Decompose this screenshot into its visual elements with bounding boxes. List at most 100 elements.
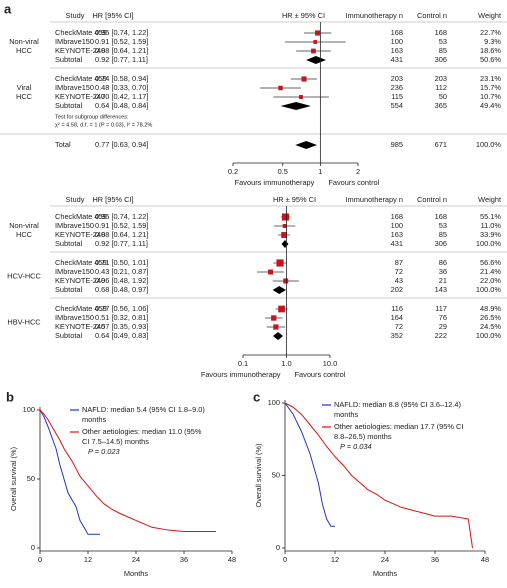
y-tick-label: 50: [27, 474, 35, 483]
study: CheckMate 459: [55, 304, 107, 313]
weight: 22.0%: [480, 276, 501, 285]
hr-marker: [278, 85, 283, 91]
weight: 56.6%: [480, 258, 501, 267]
y-tick-label: 0: [31, 543, 35, 552]
study: Subtotal: [55, 55, 82, 64]
test-note: Test for subgroup differences:: [55, 114, 129, 120]
hr-ci: 0.64 [0.49, 0.83]: [95, 331, 148, 340]
n-control: 53: [439, 221, 447, 230]
weight: 100.0%: [476, 239, 501, 248]
study: Subtotal: [55, 331, 82, 340]
study: Subtotal: [55, 101, 82, 110]
n-immuno: 72: [395, 267, 403, 276]
panel-label: a: [4, 1, 12, 16]
n-control: 203: [435, 74, 447, 83]
weight: 18.6%: [480, 46, 501, 55]
column-header: Weight: [478, 195, 501, 204]
hr-marker: [283, 278, 289, 284]
hr-ci: 0.92 [0.77, 1.11]: [95, 239, 148, 248]
x-tick-label: 0: [38, 555, 42, 564]
favours-label: Favours control: [295, 370, 346, 379]
hr-ci: 0.95 [0.74, 1.22]: [95, 28, 148, 37]
legend-text: NAFLD: median 8.8 (95% CI 3.6–12.4): [334, 400, 461, 409]
y-tick-label: 0: [276, 543, 280, 552]
summary-diamond: [306, 56, 327, 64]
summary-diamond: [273, 332, 283, 340]
group-label: HCV-HCC: [7, 271, 41, 280]
group-label: HCC: [16, 92, 33, 101]
hr-ci: 0.43 [0.21, 0.87]: [95, 267, 148, 276]
column-header: Control n: [417, 11, 447, 20]
study: IMbrave150: [55, 267, 94, 276]
x-tick-label: 48: [481, 555, 489, 564]
weight: 21.4%: [480, 267, 501, 276]
y-axis-label: Overall survival (%): [254, 443, 263, 507]
survival-curve: [284, 402, 335, 527]
study: CheckMate 459: [55, 212, 107, 221]
x-tick-label: 12: [84, 555, 92, 564]
tick-label: 1: [318, 167, 322, 176]
column-header: Study: [66, 195, 85, 204]
tick-label: 0.1: [238, 359, 248, 368]
tick-label: 0.5: [278, 167, 288, 176]
n-immuno: 236: [391, 83, 403, 92]
weight: 48.9%: [480, 304, 501, 313]
hr-ci: 0.74 [0.58, 0.94]: [95, 74, 148, 83]
p-value: P = 0.023: [88, 447, 120, 456]
weight: 33.9%: [480, 230, 501, 239]
y-axis-label: Overall survival (%): [9, 447, 18, 511]
weight: 49.4%: [480, 101, 501, 110]
hr-ci: 0.64 [0.48, 0.84]: [95, 101, 148, 110]
panel-label: b: [6, 389, 14, 404]
legend-text: NAFLD: median 5.4 (95% CI 1.8–9.0): [82, 405, 205, 414]
n-immuno: 43: [395, 276, 403, 285]
study: KEYNOTE-240: [55, 276, 105, 285]
study: CheckMate 459: [55, 258, 107, 267]
weight: 15.7%: [480, 83, 501, 92]
weight: 10.7%: [480, 92, 501, 101]
n-control: 50: [439, 92, 447, 101]
n-control: 168: [435, 212, 447, 221]
x-tick-label: 24: [381, 555, 389, 564]
weight: 50.6%: [480, 55, 501, 64]
weight: 11.0%: [481, 221, 502, 230]
hr-ci: 0.77 [0.56, 1.06]: [95, 304, 148, 313]
group-label: Viral: [17, 83, 32, 92]
weight: 26.5%: [480, 313, 501, 322]
hr-marker: [313, 40, 318, 44]
hr-marker: [311, 48, 316, 54]
hr-ci: 0.95 [0.74, 1.22]: [95, 212, 148, 221]
hr-ci: 0.68 [0.48, 0.97]: [95, 285, 148, 294]
survival-curve: [39, 409, 216, 532]
n-control: 365: [435, 101, 447, 110]
column-header: HR ± 95% CI: [273, 195, 316, 204]
n-immuno: 202: [391, 285, 403, 294]
x-tick-label: 36: [431, 555, 439, 564]
n-control: 85: [439, 46, 447, 55]
n-immuno: 554: [391, 101, 403, 110]
n-control: 76: [439, 313, 447, 322]
study: IMbrave150: [55, 221, 94, 230]
column-header: Weight: [478, 11, 501, 20]
n-immuno: 203: [391, 74, 403, 83]
tick-label: 1.0: [281, 359, 291, 368]
legend-text: Other aetiologies: median 17.7 (95% CI: [334, 422, 463, 431]
hr-marker: [299, 95, 303, 99]
hr-ci: 0.77 [0.63, 0.94]: [95, 140, 148, 149]
group-label: HBV-HCC: [7, 317, 41, 326]
n-control: 117: [435, 304, 447, 313]
weight: 55.1%: [480, 212, 501, 221]
p-value: P = 0.034: [340, 442, 372, 451]
n-immuno: 164: [391, 313, 403, 322]
study: KEYNOTE-240: [55, 230, 105, 239]
favours-label: Favours immunotherapy: [235, 178, 315, 187]
y-tick-label: 50: [272, 470, 280, 479]
n-control: 36: [439, 267, 447, 276]
hr-ci: 0.88 [0.64, 1.21]: [95, 46, 148, 55]
hr-marker: [271, 315, 277, 321]
n-control: 53: [439, 37, 447, 46]
hr-marker: [268, 269, 274, 275]
n-immuno: 168: [391, 212, 403, 221]
hr-ci: 0.57 [0.35, 0.93]: [95, 322, 148, 331]
